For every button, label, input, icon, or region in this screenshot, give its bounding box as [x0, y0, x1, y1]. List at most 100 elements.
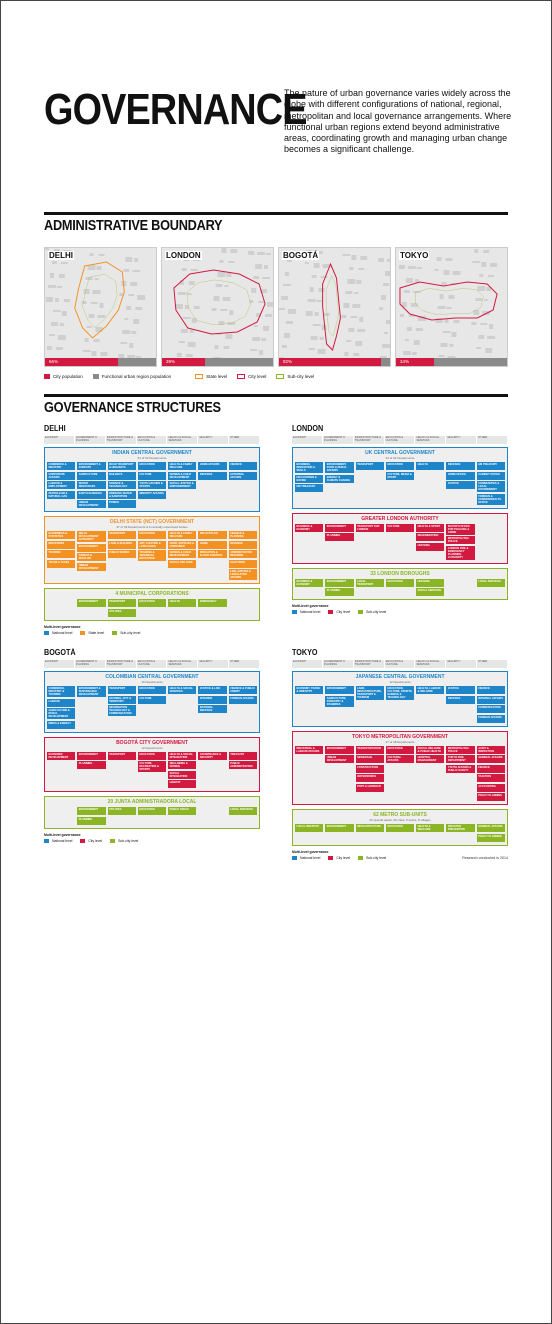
department-box: ELECTIONS [228, 559, 257, 568]
map-legend: City population Functional urban region … [44, 374, 508, 379]
urban-texture [191, 318, 197, 323]
department-column: ENVIRONMENT & FORESTS AGRICULTURE WATER RE… [77, 462, 106, 508]
map-tokyo: TOKYO 34% [395, 247, 508, 367]
urban-texture [446, 307, 452, 309]
urban-texture [99, 303, 104, 308]
column-header: SECURITY [198, 436, 230, 444]
department-box: RAILWAYS [107, 471, 136, 480]
urban-texture [185, 354, 193, 357]
urban-texture [323, 313, 330, 316]
urban-texture [128, 294, 135, 296]
department-column: HEALTH & SOCIAL INTEGRATION WELLBEING & W… [168, 751, 197, 788]
department-box: HABITAT [168, 780, 197, 788]
department-box: INFRASTRUCTURE [355, 824, 384, 832]
column-header: INFRASTRUCTURE & TRANSPORT [354, 436, 385, 444]
department-column: TRANSPORT LAND & BUILDING PUBLIC WORKS [107, 531, 136, 580]
department-box: TAXATION [476, 774, 505, 782]
department-column: ECONOMIC DEVELOPMENT [47, 751, 76, 789]
department-column: DELHI POLICE HOME IRRIGATION & FLOOD CONTR… [198, 531, 227, 580]
department-grid: ENVIRONMENT TRANSPORT UTILITIES EDUCATION HE… [45, 597, 259, 620]
urban-texture [343, 303, 350, 308]
population-fill [162, 358, 206, 366]
department-column: SOCIAL WELFARE & PUBLIC HEALTH HOSPITAL M… [416, 745, 445, 802]
urban-texture [122, 330, 131, 334]
column-header: ECONOMY [44, 436, 75, 444]
urban-texture [279, 308, 285, 310]
department-column: HM TREASURY CABINET OFFICE COMMUNITIES & L… [476, 462, 505, 505]
map-london: LONDON 39% [161, 247, 274, 367]
department-box: MAYOR'S OFFICE FOR POLICING & CRIME [446, 523, 475, 535]
level-legend: National level State level Sub-city level [44, 630, 260, 635]
department-box: FOOD, SUPPLIES & CONSUMER [168, 540, 197, 549]
column-header: HEALTH & SOCIAL SERVICES [415, 660, 447, 668]
urban-texture [417, 316, 426, 321]
urban-texture [93, 339, 100, 342]
urban-texture [407, 266, 416, 269]
department-box: ENVIRONMENT [325, 824, 354, 832]
department-grid: LOCAL INDUSTRY ENVIRONMENT INFRASTRUCTURE E… [293, 822, 507, 845]
panel-tokyo: ECONOMY GOVERNMENT & PLANNING INFRASTRUCTU… [292, 660, 509, 860]
urban-texture [476, 347, 482, 349]
legend-label: Functional urban region population [101, 374, 172, 379]
legend-label: National level [300, 855, 321, 860]
department-box: SOCIAL INTEGRATION [168, 770, 197, 779]
department-column: INDUSTRIAL & LABOUR AFFAIRS [295, 745, 324, 802]
department-box: DRINKING WATER & SANITATION [107, 490, 136, 499]
legend-city-population: City population [44, 374, 83, 379]
department-box: FOREIGN AFFAIRS [228, 695, 257, 704]
department-column: BUSINESS & ECONOMY [295, 523, 324, 560]
department-box: COMMERCE, INDUSTRY & TOURISM [47, 686, 76, 697]
subcity-boundary [415, 288, 484, 316]
department-box: HOME OFFICE [446, 471, 475, 480]
governance-band-city: GREATER LONDON AUTHORITY BUSINESS & ECONO… [292, 512, 508, 564]
department-box: REVENUE [228, 540, 257, 549]
department-box: HEALTH & SPORT [416, 523, 445, 532]
department-column: TRANSPORT UTILITIES [107, 599, 136, 617]
band-subtitle: 24 of 24 Departments [385, 456, 415, 460]
department-column: BUSINESS, INNOVATION & SKILLS HM CUSTOMS … [295, 462, 324, 505]
urban-texture [384, 332, 389, 334]
legend-functional: Functional urban region population [92, 374, 172, 379]
department-box: INTERNAL AFFAIRS [476, 695, 505, 704]
urban-texture [267, 302, 273, 307]
population-bar: 34% [396, 358, 507, 366]
urban-texture [287, 309, 296, 314]
urban-texture [56, 286, 62, 288]
urban-texture [189, 330, 194, 333]
department-column: INFRASTRUCTURE [355, 824, 384, 842]
urban-texture [135, 307, 143, 310]
department-column: COMMERCE & INDUSTRY CORPORATE AFFAIRS LABO… [47, 462, 76, 508]
department-box: EDUCATION [137, 599, 167, 607]
department-box: CONSTRUCTION [355, 764, 384, 773]
department-column: EDUCATION [385, 824, 415, 842]
urban-texture [98, 254, 105, 256]
department-box: EXTERNAL AFFAIRS [228, 471, 257, 480]
department-box: AGRICULTURE & RURAL DEVELOPMENT [47, 708, 76, 719]
legend-label: National level [300, 610, 321, 614]
urban-texture [379, 307, 384, 310]
population-percent: 34% [400, 359, 410, 364]
map-graphic [398, 249, 498, 361]
subcity-boundary [326, 275, 339, 337]
column-header: ECONOMY [44, 660, 75, 668]
department-column: HEALTH & SOCIAL SERVICES [168, 686, 197, 729]
urban-texture [249, 300, 254, 303]
urban-texture [442, 331, 451, 333]
column-header: HEALTH & SOCIAL SERVICES [167, 436, 199, 444]
department-box: HEALTH & FAMILY WELFARE [168, 462, 197, 470]
legend-city-level: City level [237, 374, 266, 379]
subcity-boundary [186, 279, 251, 325]
urban-texture [305, 311, 313, 316]
city-heading-tokyo: TOKYO [292, 648, 318, 657]
urban-texture [315, 251, 323, 254]
department-column: HEALTH [416, 462, 445, 505]
department-box: POLICY PLANNING [476, 833, 505, 842]
department-box: COMMERCE & INDUSTRY [47, 462, 76, 470]
department-box: MINORITY AFFAIRS [137, 490, 167, 499]
band-title: BOGOTÁ CITY GOVERNMENT [116, 739, 188, 746]
urban-texture [286, 260, 292, 262]
department-column: TRANSPORT [107, 751, 136, 789]
urban-texture [312, 324, 321, 326]
band-subtitle: 12 Departments [389, 680, 411, 684]
urban-texture [86, 326, 92, 328]
